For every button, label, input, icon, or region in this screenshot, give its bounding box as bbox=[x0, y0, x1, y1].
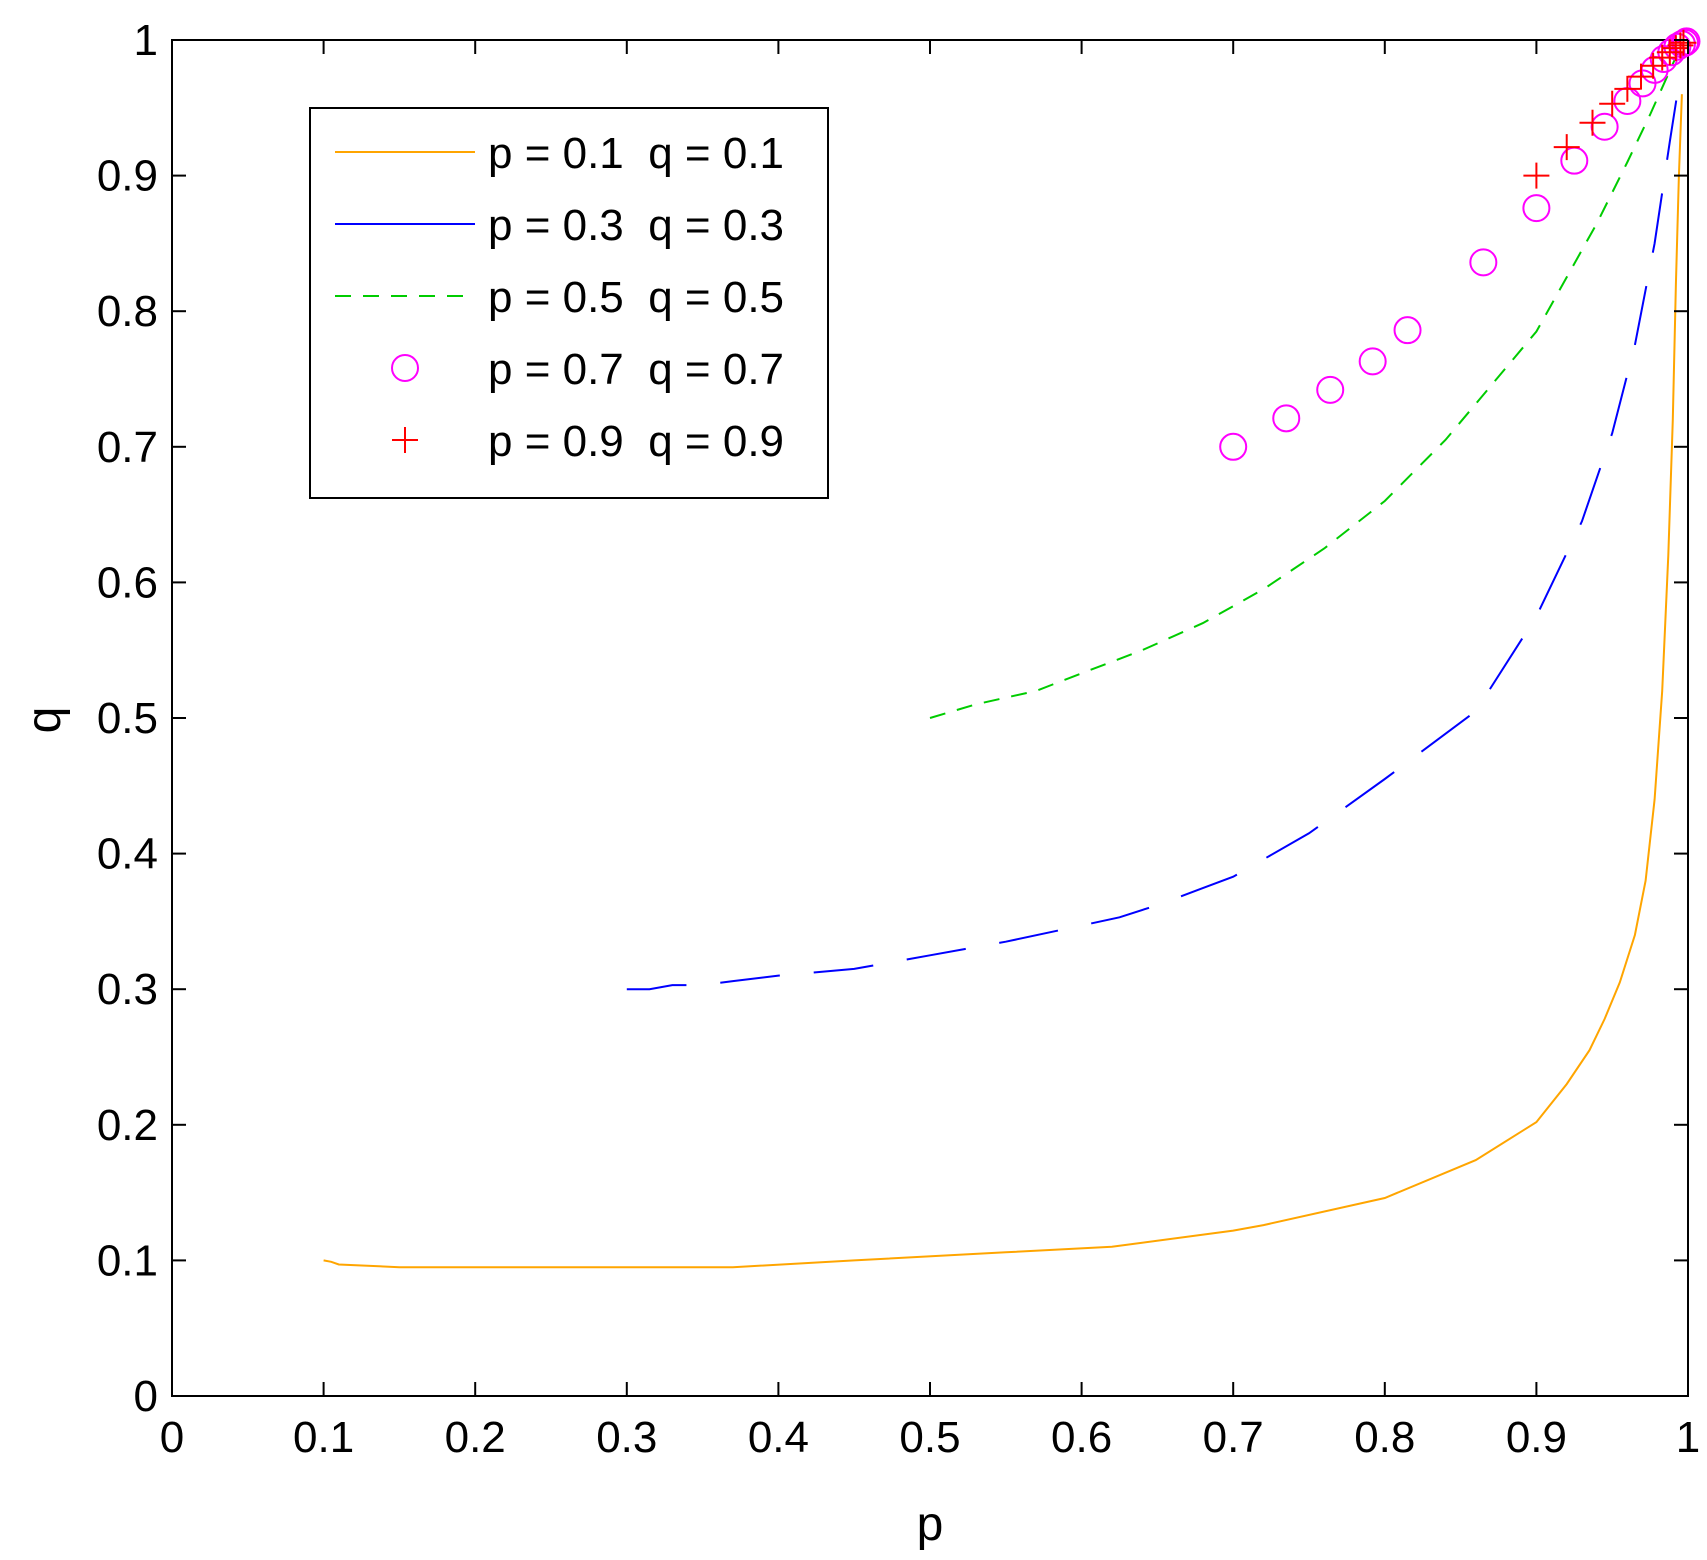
x-tick-label: 0.9 bbox=[1506, 1413, 1567, 1462]
y-tick-label: 0 bbox=[134, 1372, 158, 1421]
data-point bbox=[1670, 29, 1697, 56]
data-point bbox=[1358, 347, 1387, 376]
x-tick-label: 0.3 bbox=[596, 1413, 657, 1462]
legend: p = 0.1 q = 0.1 p = 0.3 q = 0.3 p = 0.5 q … bbox=[309, 107, 829, 499]
legend-label: p = 0.9 q = 0.9 bbox=[488, 417, 784, 466]
data-point bbox=[1272, 404, 1301, 433]
series-2 bbox=[626, 73, 1682, 991]
series-line bbox=[626, 73, 1682, 991]
data-point bbox=[1523, 162, 1550, 189]
y-tick-label: 1 bbox=[134, 16, 158, 65]
data-point bbox=[1628, 63, 1655, 90]
series-layer bbox=[323, 27, 1701, 1269]
x-tick-label: 0.2 bbox=[445, 1413, 506, 1462]
legend-entry: p = 0.5 q = 0.5 bbox=[335, 273, 784, 322]
legend-label: p = 0.3 q = 0.3 bbox=[488, 201, 784, 250]
legend-entry: p = 0.1 q = 0.1 bbox=[335, 129, 784, 178]
y-tick-label: 0.1 bbox=[97, 1236, 158, 1285]
series-line bbox=[929, 53, 1679, 719]
legend-label: p = 0.7 q = 0.7 bbox=[488, 345, 784, 394]
data-point bbox=[1469, 248, 1498, 277]
y-tick-label: 0.9 bbox=[97, 152, 158, 201]
data-point bbox=[1316, 375, 1345, 404]
series-line bbox=[323, 94, 1683, 1269]
x-tick-label: 0.4 bbox=[748, 1413, 809, 1462]
data-point bbox=[1522, 194, 1551, 223]
x-tick-label: 0 bbox=[160, 1413, 184, 1462]
y-tick-label: 0.7 bbox=[97, 423, 158, 472]
data-point bbox=[1656, 39, 1683, 66]
y-tick-label: 0.5 bbox=[97, 694, 158, 743]
legend-swatch bbox=[392, 427, 418, 453]
data-point bbox=[1649, 44, 1676, 71]
y-axis-label: q bbox=[18, 707, 71, 734]
legend-label: p = 0.1 q = 0.1 bbox=[488, 129, 784, 178]
series-1 bbox=[323, 94, 1683, 1269]
data-point bbox=[1219, 432, 1248, 461]
legend-swatch bbox=[391, 354, 419, 382]
y-tick-label: 0.4 bbox=[97, 830, 158, 879]
legend-label: p = 0.5 q = 0.5 bbox=[488, 273, 784, 322]
legend-entry: p = 0.9 q = 0.9 bbox=[392, 417, 784, 466]
x-tick-label: 0.5 bbox=[899, 1413, 960, 1462]
data-point bbox=[1667, 32, 1694, 59]
data-point bbox=[1672, 27, 1701, 56]
y-tick-label: 0.3 bbox=[97, 965, 158, 1014]
legend-entries: p = 0.1 q = 0.1 p = 0.3 q = 0.3 p = 0.5 q … bbox=[335, 129, 784, 466]
x-tick-label: 0.1 bbox=[293, 1413, 354, 1462]
x-tick-label: 0.6 bbox=[1051, 1413, 1112, 1462]
x-tick-label: 1 bbox=[1676, 1413, 1700, 1462]
data-point bbox=[1614, 75, 1641, 102]
legend-entry: p = 0.7 q = 0.7 bbox=[391, 345, 784, 394]
y-tick-label: 0.2 bbox=[97, 1101, 158, 1150]
x-axis-label: p bbox=[917, 1498, 944, 1551]
data-point bbox=[1599, 90, 1626, 117]
legend-entry: p = 0.3 q = 0.3 bbox=[335, 201, 784, 250]
series-3 bbox=[929, 53, 1679, 719]
y-tick-label: 0.6 bbox=[97, 558, 158, 607]
ticks-layer: 0 0.1 0.2 0.3 0.4 0.5 0.6 0.7 0.8 0.9 1 0 0.1 0.2 0.3 0… bbox=[97, 16, 1700, 1462]
data-point bbox=[1579, 109, 1606, 136]
data-point bbox=[1663, 32, 1692, 61]
y-tick-label: 0.8 bbox=[97, 287, 158, 336]
legend-box bbox=[309, 107, 829, 499]
x-tick-label: 0.8 bbox=[1354, 1413, 1415, 1462]
series-5 bbox=[1523, 29, 1697, 189]
data-point bbox=[1393, 316, 1422, 345]
x-tick-label: 0.7 bbox=[1203, 1413, 1264, 1462]
data-point bbox=[1553, 134, 1580, 161]
